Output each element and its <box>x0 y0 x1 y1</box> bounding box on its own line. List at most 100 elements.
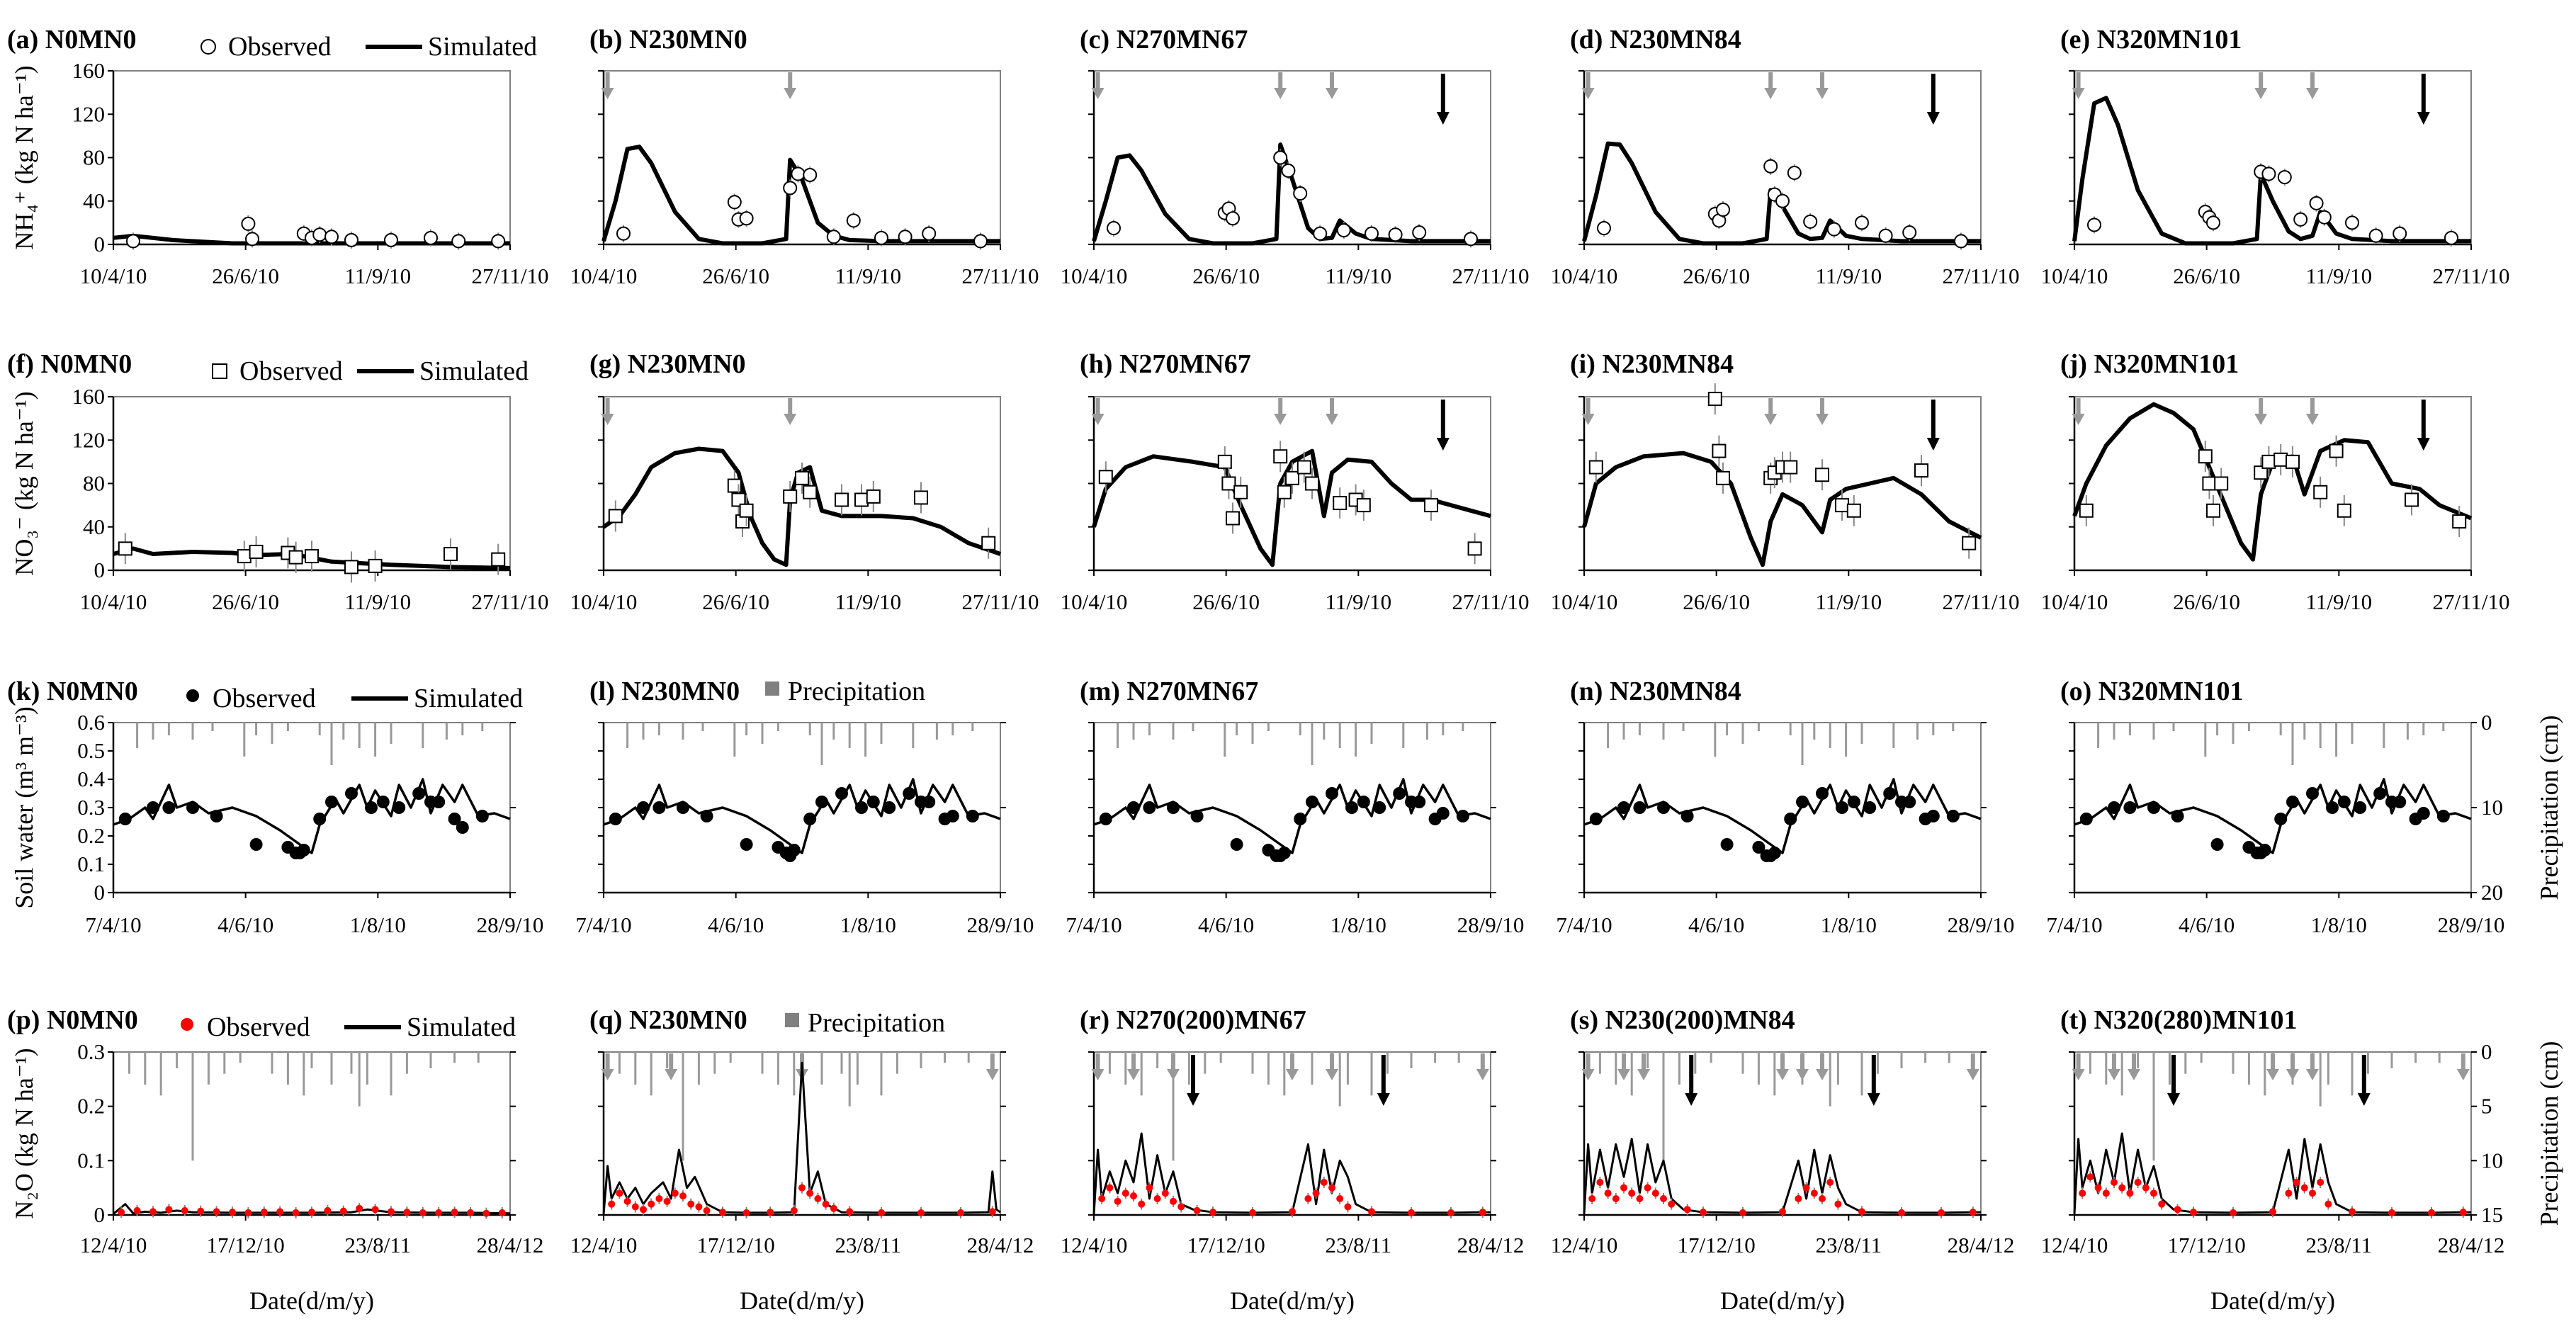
observed-point <box>2087 217 2101 232</box>
observed-point <box>1373 801 1386 814</box>
observed-point <box>1768 847 1781 859</box>
observed-point <box>1333 496 1348 511</box>
x-tick-label: 10/4/10 <box>80 264 147 288</box>
plot-frame <box>2074 396 2472 571</box>
observed-point <box>803 813 817 825</box>
fertilizer-arrow-head <box>2072 1069 2085 1080</box>
plot-frame <box>2074 70 2472 245</box>
y-tick-label: 0.4 <box>77 767 105 791</box>
observed-point <box>1636 1195 1644 1202</box>
fertilizer-arrow-head <box>2072 88 2085 99</box>
observed-point <box>2198 449 2213 464</box>
observed-point <box>677 801 689 814</box>
x-tick-label: 27/11/10 <box>1942 589 2019 614</box>
observed-point <box>988 1208 996 1216</box>
observed-point <box>1306 796 1318 808</box>
observed-point <box>1628 1189 1636 1197</box>
observed-point <box>1230 838 1243 851</box>
observed-point <box>308 1209 315 1216</box>
simulated-line <box>2072 96 2471 246</box>
observed-point <box>1938 1209 1945 1216</box>
observed-point <box>1424 498 1438 513</box>
observed-point <box>498 1209 506 1216</box>
fertilizer-arrow-head <box>1091 1069 1105 1080</box>
observed-point <box>2317 1179 2324 1186</box>
x-tick-label: 11/9/10 <box>1326 264 1392 288</box>
simulated-line <box>1583 1138 1981 1214</box>
observed-point <box>162 801 176 814</box>
legend-precip: Precipitation <box>765 677 925 706</box>
observed-point <box>609 813 622 825</box>
observed-point <box>186 801 199 814</box>
x-tick-label: 26/6/10 <box>1192 264 1260 288</box>
observed-point <box>803 485 818 499</box>
x-tick-label: 23/8/11 <box>345 1233 412 1257</box>
observed-point <box>787 844 801 856</box>
panel-l: (l) N230MN0 7/4/10 4/6/10 1/8/10 28/9/10 <box>575 677 1034 937</box>
x-tick-label: 28/4/12 <box>2438 1233 2505 1257</box>
observed-point <box>835 492 849 507</box>
observed-point <box>822 1200 830 1208</box>
observed-point <box>213 1208 220 1216</box>
x-tick-label: 4/6/10 <box>2179 912 2235 937</box>
observed-point <box>790 1206 798 1214</box>
x-tick-label: 26/6/10 <box>1683 589 1750 614</box>
y-tick-label: 0 <box>94 558 106 582</box>
fertilizer-arrow-head <box>1581 414 1595 425</box>
observed-point <box>616 1189 623 1197</box>
observed-point <box>1589 813 1603 825</box>
observed-point <box>1651 1189 1659 1197</box>
x-tick-label: 11/9/10 <box>1816 264 1882 288</box>
y-tick-label: 0.3 <box>77 1039 105 1064</box>
observed-point <box>181 1206 188 1214</box>
panel-n: (n) N230MN84 7/4/10 4/6/10 1/8/10 28/9/10 <box>1556 677 2014 937</box>
observed-point <box>149 1208 157 1216</box>
x-axis-title: Date(d/m/y) <box>740 1286 864 1315</box>
observed-point <box>640 1206 647 1214</box>
legend-precip: Precipitation <box>785 1008 945 1038</box>
x-tick-label: 4/6/10 <box>1198 912 1254 937</box>
observed-point <box>1680 810 1694 822</box>
observed-point <box>2349 1208 2356 1216</box>
panel-i: (i) N230MN84 10/4/10 26/6/10 11/9/10 27/11/1… <box>1551 349 2020 614</box>
observed-point <box>740 838 753 851</box>
simulated-line <box>113 778 511 854</box>
observed-point <box>1138 1200 1146 1208</box>
observed-point <box>344 560 358 575</box>
observed-point <box>1098 470 1113 485</box>
observed-point <box>1328 1184 1335 1192</box>
observed-point <box>700 810 713 822</box>
x-tick-label: 12/4/10 <box>1061 1233 1128 1257</box>
x-tick-label: 26/6/10 <box>2173 264 2240 288</box>
observed-point <box>448 813 461 825</box>
observed-point <box>403 1209 411 1216</box>
observed-point <box>903 787 916 800</box>
panel-q: (q) N230MN0 12/4/10 17/12/10 23/8/11 28/4/12 <box>570 1005 1034 1257</box>
x-tick-label: 10/4/10 <box>2041 264 2108 288</box>
observed-point <box>1802 1184 1810 1192</box>
panel-title: (b) N230MN0 <box>589 25 747 55</box>
observed-point <box>2444 230 2458 245</box>
observed-point <box>806 1189 814 1197</box>
x-tick-label: 1/8/10 <box>1821 912 1877 937</box>
observed-point <box>1153 1195 1161 1202</box>
precip-tick-label: 20 <box>2481 880 2503 905</box>
x-tick-label: 26/6/10 <box>702 589 769 614</box>
x-tick-label: 12/4/10 <box>80 1233 147 1257</box>
x-tick-label: 11/9/10 <box>835 589 902 614</box>
observed-point <box>467 1209 474 1216</box>
observed-point <box>197 1207 205 1215</box>
observed-point <box>1779 1208 1786 1216</box>
observed-point <box>663 1197 671 1205</box>
observed-point <box>1815 468 1829 482</box>
fertilizer-arrow-head <box>1581 1069 1595 1080</box>
panel-title: (f) N0MN0 <box>7 349 132 379</box>
observed-point <box>444 547 458 562</box>
observed-point <box>312 227 327 242</box>
observed-point <box>815 796 828 808</box>
observed-point <box>1413 796 1426 808</box>
observed-point <box>695 1203 703 1211</box>
observed-point <box>1098 1195 1106 1202</box>
observed-point <box>2150 1189 2157 1197</box>
fertilizer-arrow-head <box>1581 88 1595 99</box>
